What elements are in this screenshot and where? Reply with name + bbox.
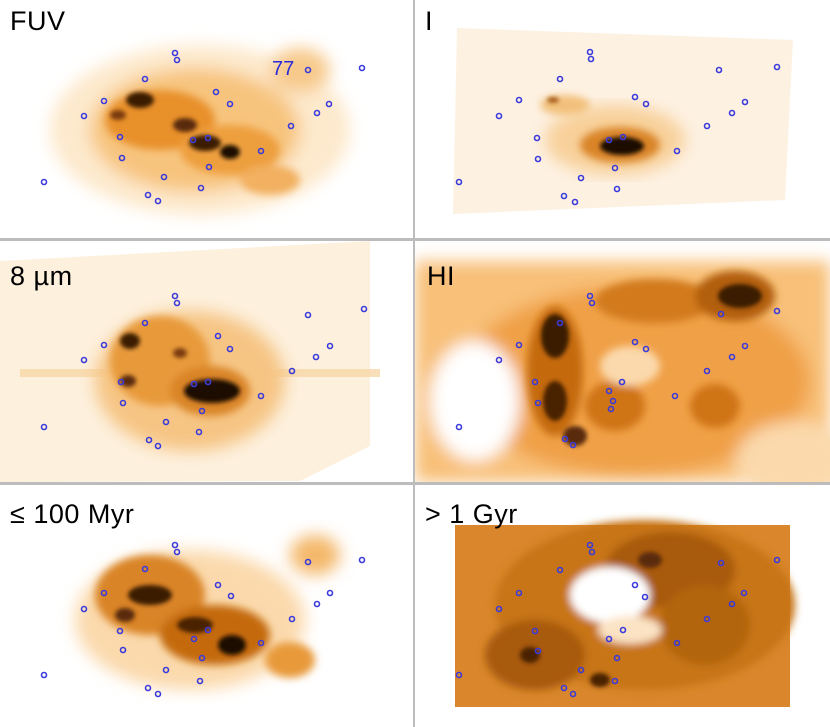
divider-horizontal-2 [0, 482, 830, 485]
divider-horizontal-1 [0, 238, 830, 241]
fuv-image [40, 45, 366, 215]
marker-group-young [40, 541, 366, 698]
panel-label-young: ≤ 100 Myr [10, 499, 135, 529]
marker-group-fuv [40, 49, 366, 205]
panel-8um: 8 µm [0, 241, 413, 482]
panel-label-old: > 1 Gyr [425, 499, 518, 529]
panel-label-8um: 8 µm [10, 261, 73, 291]
panel-label-hi: HI [427, 261, 455, 291]
panel-label-i: I [425, 6, 434, 36]
marker-group-i [455, 48, 781, 206]
panel-fuv: FUV 77 [0, 0, 413, 238]
hi-image [415, 261, 830, 482]
marker-group-old [455, 541, 781, 698]
marker-group-8um [40, 292, 368, 450]
8um-image [0, 241, 380, 482]
panel-label-fuv: FUV [10, 6, 66, 36]
panel-i: I [415, 0, 830, 238]
i-band-image [453, 28, 793, 214]
divider-vertical [413, 0, 415, 727]
panel-hi: HI [415, 241, 830, 482]
annotation-77: 77 [272, 58, 295, 80]
young-population-image [40, 535, 366, 698]
panel-young: ≤ 100 Myr [0, 485, 413, 727]
marker-group-hi [455, 292, 781, 449]
panel-old: > 1 Gyr [415, 485, 830, 727]
old-population-image [455, 520, 795, 707]
